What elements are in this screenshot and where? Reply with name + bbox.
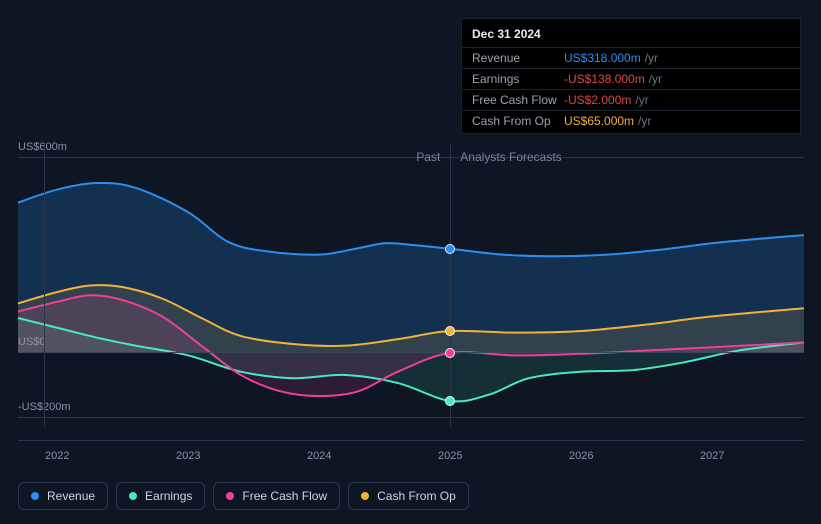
section-label-past: Past bbox=[416, 150, 440, 164]
gridline bbox=[18, 417, 804, 418]
legend-label: Free Cash Flow bbox=[242, 489, 327, 503]
tooltip-unit: /yr bbox=[635, 93, 648, 107]
x-axis-label: 2025 bbox=[438, 450, 462, 462]
divider-line bbox=[44, 144, 45, 427]
tooltip-row: Free Cash Flow -US$2.000m /yr bbox=[462, 89, 800, 110]
legend-item-revenue[interactable]: Revenue bbox=[18, 482, 108, 510]
y-axis-label: US$0 bbox=[18, 336, 46, 348]
legend-dot-icon bbox=[226, 492, 234, 500]
tooltip-value: US$318.000m bbox=[564, 51, 641, 65]
tooltip-unit: /yr bbox=[638, 114, 651, 128]
section-label-forecast: Analysts Forecasts bbox=[460, 150, 561, 164]
tooltip-unit: /yr bbox=[649, 72, 662, 86]
legend-item-cfo[interactable]: Cash From Op bbox=[348, 482, 469, 510]
legend-item-earnings[interactable]: Earnings bbox=[116, 482, 205, 510]
tooltip-label: Revenue bbox=[472, 51, 564, 65]
tooltip-row: Cash From Op US$65.000m /yr bbox=[462, 110, 800, 131]
x-axis-label: 2024 bbox=[307, 450, 331, 462]
tooltip-label: Free Cash Flow bbox=[472, 93, 564, 107]
marker-cfo bbox=[445, 326, 455, 336]
x-axis-label: 2026 bbox=[569, 450, 593, 462]
x-axis-label: 2023 bbox=[176, 450, 200, 462]
tooltip-row: Revenue US$318.000m /yr bbox=[462, 47, 800, 68]
legend-label: Earnings bbox=[145, 489, 192, 503]
tooltip-value: US$65.000m bbox=[564, 114, 634, 128]
legend-dot-icon bbox=[129, 492, 137, 500]
x-axis-label: 2022 bbox=[45, 450, 69, 462]
x-axis-label: 2027 bbox=[700, 450, 724, 462]
divider-line bbox=[450, 144, 451, 427]
legend-label: Revenue bbox=[47, 489, 95, 503]
x-axis-line bbox=[18, 440, 804, 441]
marker-fcf bbox=[445, 348, 455, 358]
tooltip-value: -US$2.000m bbox=[564, 93, 631, 107]
y-axis-label: US$600m bbox=[18, 141, 67, 153]
tooltip-date: Dec 31 2024 bbox=[462, 25, 800, 47]
legend-dot-icon bbox=[361, 492, 369, 500]
gridline bbox=[18, 157, 804, 158]
tooltip-label: Cash From Op bbox=[472, 114, 564, 128]
tooltip-value: -US$138.000m bbox=[564, 72, 645, 86]
marker-revenue bbox=[445, 244, 455, 254]
tooltip-unit: /yr bbox=[645, 51, 658, 65]
financials-chart[interactable]: US$600mUS$0-US$200mPastAnalysts Forecast… bbox=[18, 130, 804, 440]
marker-earnings bbox=[445, 396, 455, 406]
tooltip-label: Earnings bbox=[472, 72, 564, 86]
legend-label: Cash From Op bbox=[377, 489, 456, 503]
tooltip-row: Earnings -US$138.000m /yr bbox=[462, 68, 800, 89]
chart-legend: Revenue Earnings Free Cash Flow Cash Fro… bbox=[18, 482, 469, 510]
legend-item-fcf[interactable]: Free Cash Flow bbox=[213, 482, 340, 510]
chart-tooltip: Dec 31 2024 Revenue US$318.000m /yr Earn… bbox=[461, 18, 801, 134]
legend-dot-icon bbox=[31, 492, 39, 500]
chart-plot-svg bbox=[18, 130, 804, 460]
zero-line bbox=[18, 352, 804, 353]
